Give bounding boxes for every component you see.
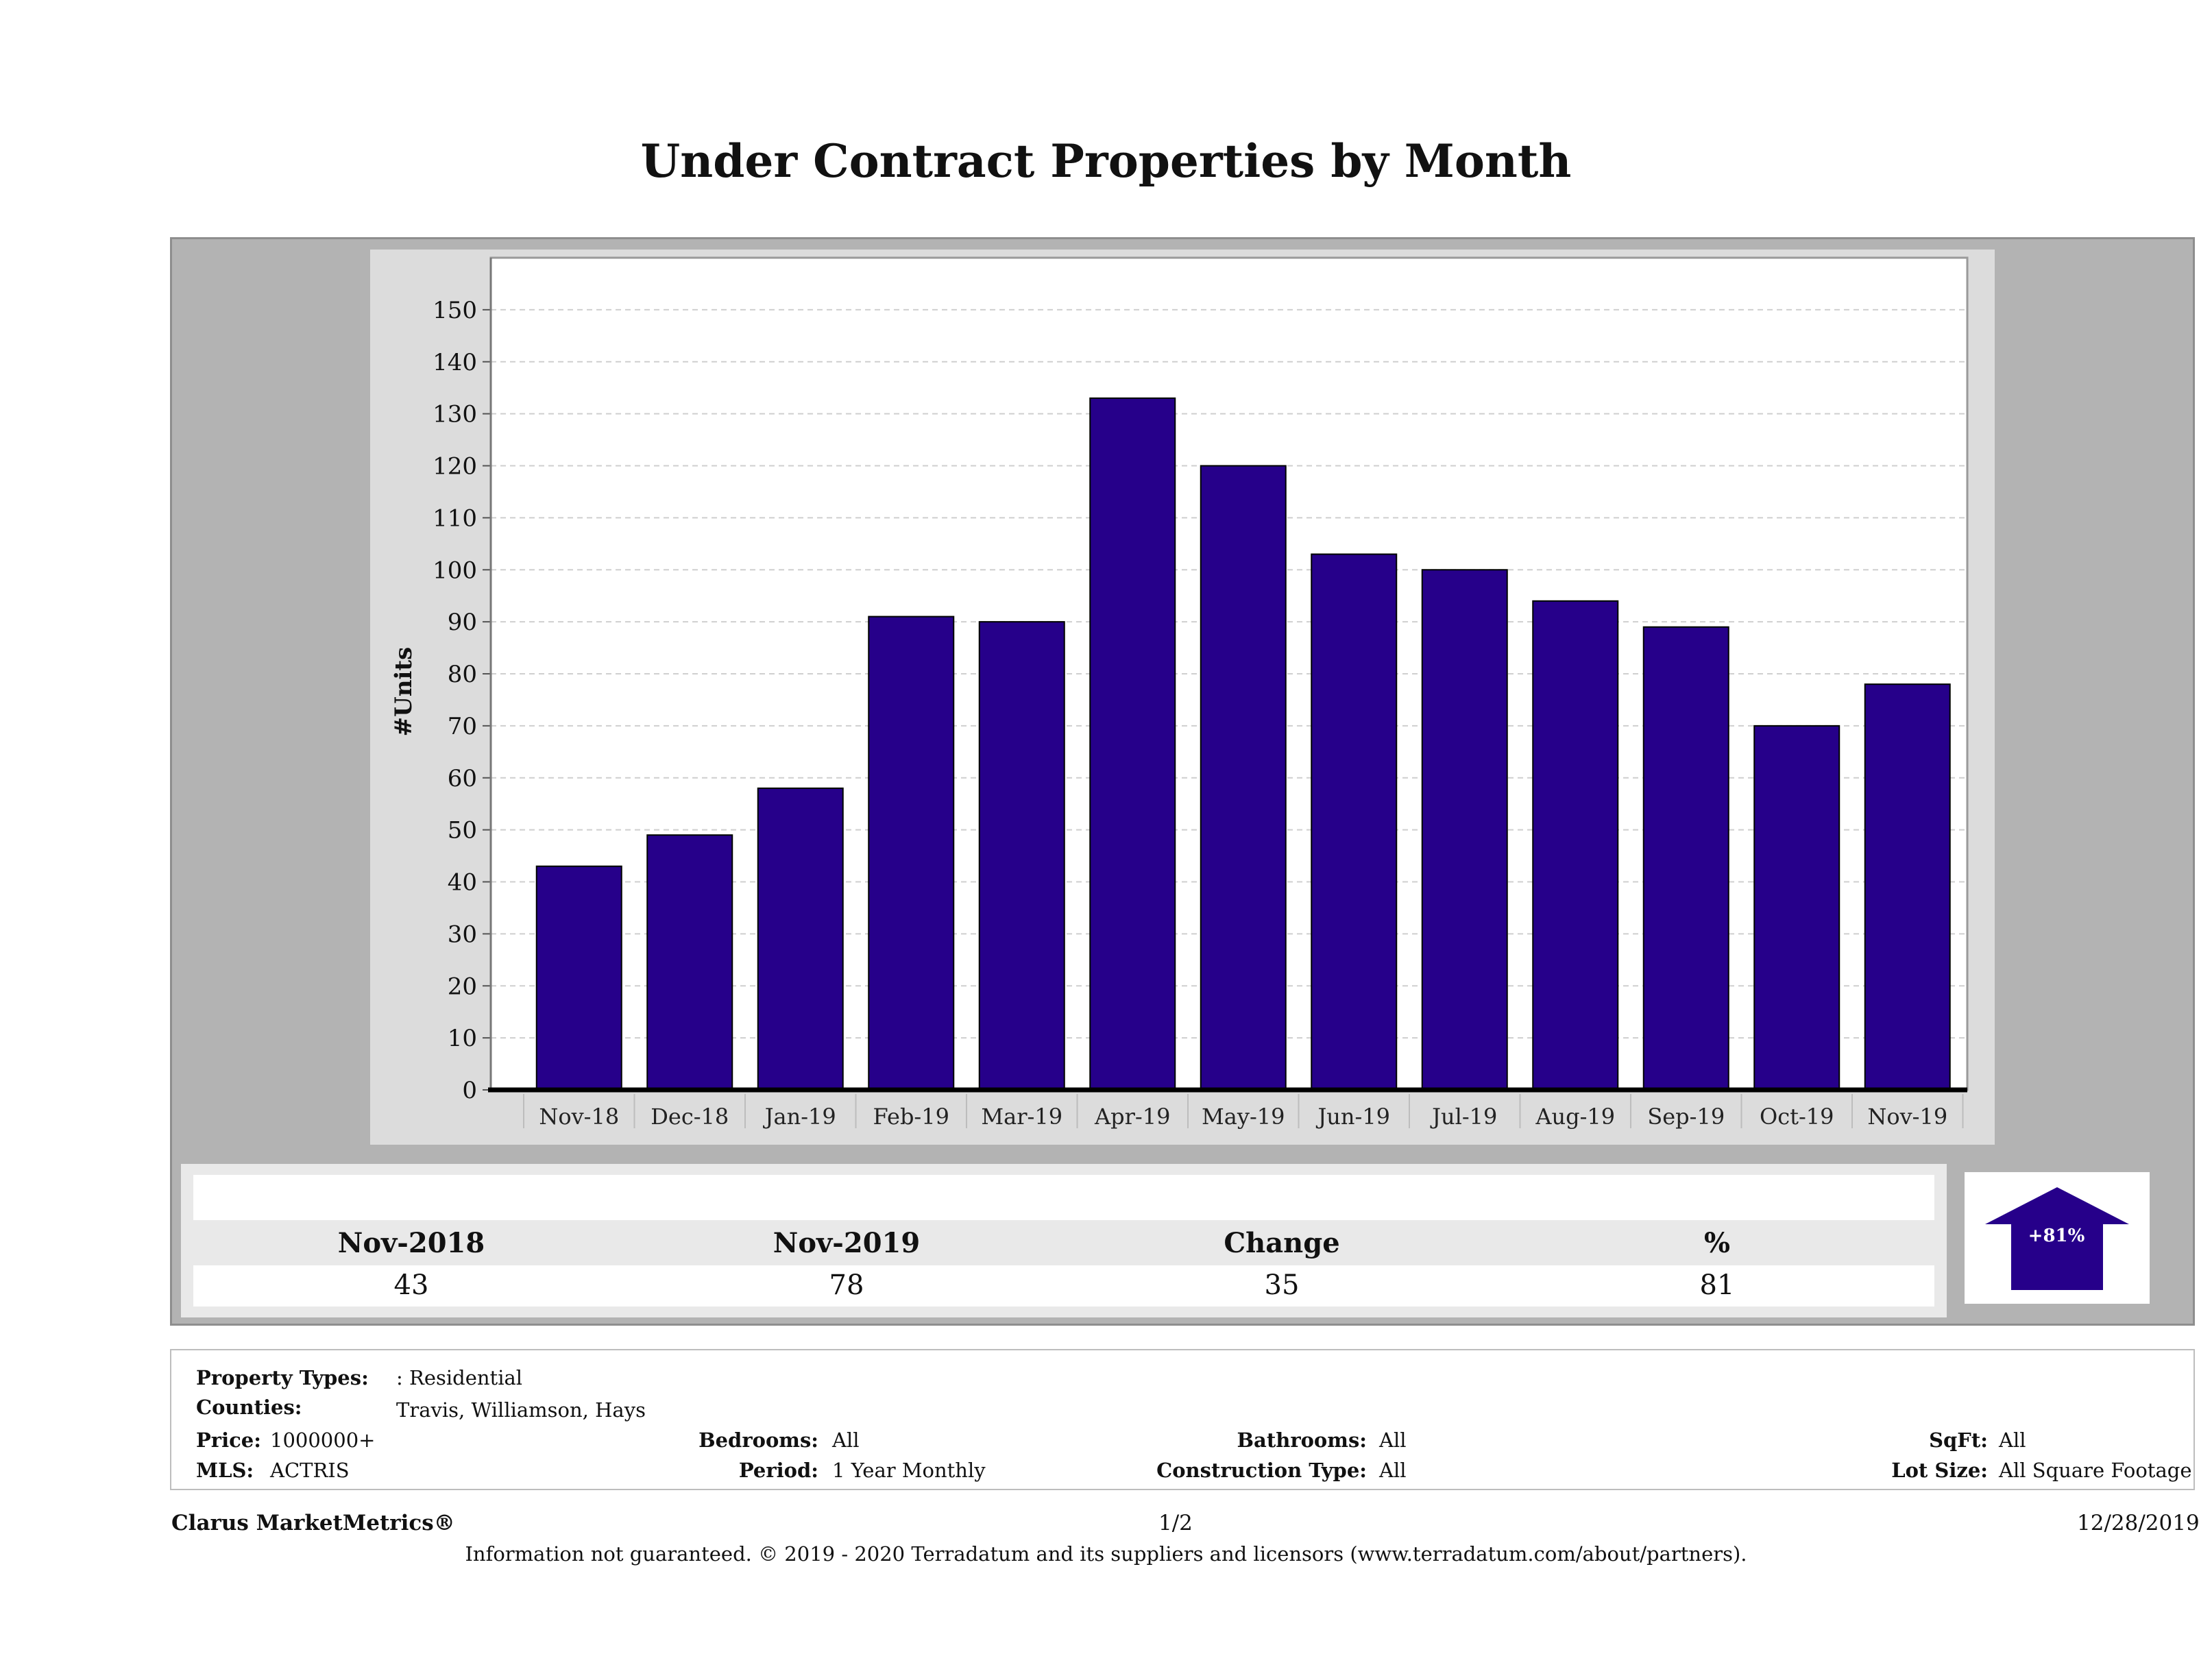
counties-value: Travis, Williamson, Hays [396,1398,646,1422]
bedrooms-label: Bedrooms: [698,1428,818,1452]
bar-Apr-19 [1089,397,1176,1091]
x-tick-label: Jan-19 [763,1104,836,1130]
summary-values-row [193,1265,1934,1306]
lot-size-label: Lot Size: [1891,1459,1988,1482]
brand-name: Clarus MarketMetrics® [171,1511,455,1535]
construction-type-label: Construction Type: [1156,1459,1367,1482]
counties-label: Counties: [196,1396,302,1419]
x-tick-label: Aug-19 [1535,1104,1615,1130]
y-tick-label: 120 [433,453,477,481]
bar-Nov-19 [1864,683,1951,1091]
y-tick-label: 20 [448,973,477,1000]
y-tick-label: 30 [448,921,477,948]
x-tick-label: May-19 [1202,1104,1285,1130]
period-value: 1 Year Monthly [832,1459,986,1482]
y-tick-label: 100 [433,557,477,584]
sqft-label: SqFt: [1929,1428,1988,1452]
bathrooms-label: Bathrooms: [1237,1428,1367,1452]
report-date: 12/28/2019 [2077,1511,2200,1535]
y-axis-label: #Units [390,647,417,737]
x-tick-label: Oct-19 [1760,1104,1834,1130]
y-tick-label: 40 [448,869,477,897]
under-contract-bar-chart: 0 10 20 30 40 50 60 70 80 90 100 110 120 130 140 150 Nov… [390,256,1969,1130]
bar-Jun-19 [1311,553,1398,1091]
summary-value-change: 35 [1264,1269,1300,1301]
bar-Nov-18 [535,865,622,1091]
axes: 0 10 20 30 40 50 60 70 80 90 100 110 120 130 140 150 Nov… [433,258,1967,1130]
sqft-value: All [1999,1428,2026,1452]
summary-value-percent: 81 [1699,1269,1735,1301]
y-tick-label: 140 [433,349,477,376]
bar-Oct-19 [1753,725,1840,1091]
mls-label: MLS: [196,1459,254,1482]
price-value: 1000000+ [270,1428,376,1452]
page-number: 1/2 [1158,1511,1193,1535]
summary-blank-row [193,1175,1934,1220]
bars [535,397,1951,1091]
bar-Jan-19 [757,787,844,1091]
y-tick-label: 70 [448,713,477,740]
mls-value: ACTRIS [270,1459,350,1482]
y-tick-label: 80 [448,661,477,688]
y-tick-label: 50 [448,817,477,844]
y-tick-label: 10 [448,1025,477,1052]
construction-type-value: All [1379,1459,1407,1482]
x-tick-label: Mar-19 [981,1104,1062,1130]
bathrooms-value: All [1379,1428,1407,1452]
up-arrow-icon [1985,1187,2129,1290]
page-title: Under Contract Properties by Month [640,134,1572,188]
x-tick-label: Jul-19 [1430,1104,1497,1130]
summary-value-end: 78 [829,1269,864,1301]
summary-header-start: Nov-2018 [337,1227,485,1259]
y-tick-label: 90 [448,609,477,636]
price-label: Price: [196,1428,261,1452]
bar-Mar-19 [978,621,1065,1091]
property-types-value: : Residential [396,1366,523,1389]
x-tick-label: Apr-19 [1094,1104,1170,1130]
y-tick-label: 0 [462,1077,477,1104]
summary-value-start: 43 [393,1269,429,1301]
bar-Sep-19 [1642,626,1729,1091]
x-tick-label: Sep-19 [1647,1104,1725,1130]
bedrooms-value: All [832,1428,860,1452]
bar-Dec-18 [646,834,733,1091]
lot-size-value: All Square Footage [1999,1459,2192,1482]
x-tick-label: Nov-19 [1867,1104,1947,1130]
bar-Jul-19 [1421,569,1508,1091]
disclaimer: Information not guaranteed. © 2019 - 202… [465,1542,1747,1566]
x-tick-label: Feb-19 [873,1104,949,1130]
bar-Aug-19 [1532,600,1619,1091]
x-tick-label: Dec-18 [651,1104,729,1130]
y-tick-label: 150 [433,297,477,324]
summary-header-end: Nov-2019 [773,1227,921,1259]
period-label: Period: [738,1459,818,1482]
bar-May-19 [1200,465,1287,1091]
property-types-label: Property Types: [196,1366,369,1389]
filter-info-panel [170,1349,2195,1490]
summary-header-change: Change [1224,1227,1340,1259]
y-tick-label: 110 [433,504,477,532]
y-tick-label: 130 [433,401,477,428]
x-tick-label: Jun-19 [1315,1104,1390,1130]
bar-Feb-19 [868,616,955,1091]
y-tick-label: 60 [448,765,477,792]
x-tick-label: Nov-18 [539,1104,619,1130]
change-badge: +81% [2028,1226,2085,1246]
summary-header-percent: % [1703,1227,1730,1259]
